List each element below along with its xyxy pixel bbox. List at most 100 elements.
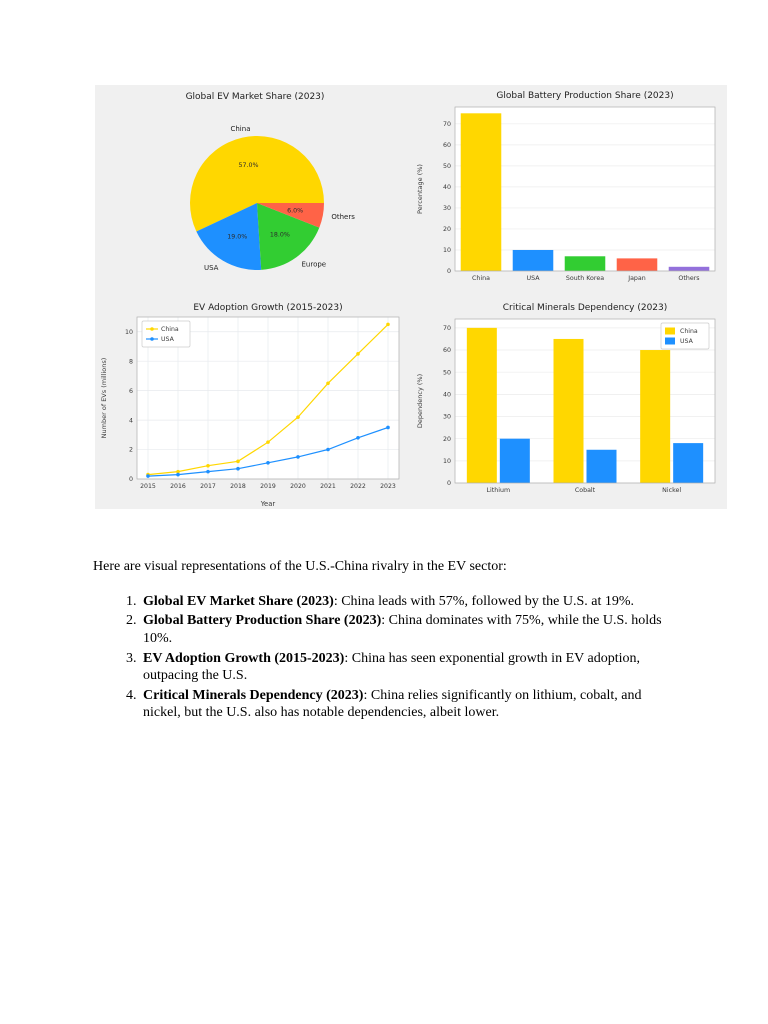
bar-Cobalt-China	[553, 338, 584, 483]
list-item-text: : China relies significantly on lithium,…	[143, 687, 642, 721]
data-point-China	[386, 322, 390, 327]
data-point-China	[236, 459, 240, 464]
chart-text: 2015	[140, 483, 156, 490]
chart-text: 8	[129, 358, 133, 365]
chart-text: Nickel	[662, 487, 681, 494]
chart-text: 2016	[170, 483, 186, 490]
chart-text: China	[472, 275, 490, 282]
chart-text: 57.0%	[239, 162, 259, 169]
chart-text: 70	[443, 121, 451, 128]
chart-text: China	[230, 125, 250, 133]
data-point-USA	[326, 447, 330, 452]
list-item-adoption-growth: EV Adoption Growth (2015-2023): China ha…	[140, 650, 677, 685]
chart-text: 4	[129, 417, 133, 424]
chart-text: 10	[443, 458, 451, 465]
chart-text: 60	[443, 142, 451, 149]
chart-text: 6	[129, 388, 133, 395]
chart-text: 70	[443, 325, 451, 332]
chart-text: 2023	[380, 483, 396, 490]
pie-slice-Europe	[257, 203, 320, 270]
charts-figure: Global EV Market Share (2023) 57.0% China 1…	[95, 85, 727, 509]
list-item-battery-production: Global Battery Production Share (2023): …	[140, 612, 677, 647]
grouped-bar-chart-svg: 0 10 20 30 40 50 60 70 Lithium Cobalt Nickel Critic…	[416, 303, 716, 494]
line-chart-ev-adoption-growth: 0 2 4 6 8 10 2015 2016 2017 2018 2019 2020 2021 2022 2…	[95, 297, 411, 509]
chart-text: 18.0%	[270, 231, 290, 238]
legend	[141, 320, 191, 348]
list-item-title: Global Battery Production Share (2023)	[143, 613, 382, 629]
list-item-title: Global EV Market Share (2023)	[143, 593, 334, 609]
chart-text: USA	[161, 336, 175, 343]
chart-text: China	[680, 328, 698, 335]
chart-text: 30	[443, 414, 451, 421]
bar-chart-svg: 0 10 20 30 40 50 60 70 China USA South Korea Japan O…	[416, 91, 716, 282]
chart-text: USA	[680, 338, 694, 345]
list-item-text: : China has seen exponential growth in E…	[143, 650, 640, 684]
axes-frame	[136, 316, 400, 480]
legend-marker	[150, 327, 154, 331]
chart-text: 0	[447, 268, 451, 275]
chart-text: 19.0%	[227, 233, 247, 240]
pie-slice-USA	[196, 203, 262, 271]
data-point-China	[176, 469, 180, 474]
grouped-bar-chart-critical-minerals: 0 10 20 30 40 50 60 70 Lithium Cobalt Nickel Critic…	[411, 297, 727, 509]
chart-text: 0	[129, 476, 133, 483]
legend-marker	[150, 337, 154, 341]
list-item-minerals-dependency: Critical Minerals Dependency (2023): Chi…	[140, 687, 677, 722]
chart-text: 40	[443, 392, 451, 399]
bar-South Korea	[564, 256, 606, 271]
chart-text: 50	[443, 369, 451, 376]
chart-text: USA	[526, 275, 540, 282]
data-point-USA	[266, 461, 270, 465]
bar-Others	[668, 266, 710, 271]
chart-text: Others	[678, 275, 699, 282]
bar-chart-battery-production: 0 10 20 30 40 50 60 70 China USA South Korea Japan O…	[411, 85, 727, 297]
list-item-text: : China leads with 57%, followed by the …	[333, 593, 634, 609]
chart-text: South Korea	[566, 275, 604, 282]
chart-text: 10	[125, 329, 133, 336]
list-item-text: : China dominates with 75%, while the U.…	[143, 613, 662, 646]
chart-title: Critical Minerals Dependency (2023)	[503, 303, 668, 313]
chart-text: Year	[260, 500, 276, 508]
chart-text: 2018	[230, 483, 246, 490]
chart-text: 40	[443, 184, 451, 191]
chart-text: Europe	[302, 260, 327, 268]
pie-slice-Others	[257, 203, 324, 228]
bar-Lithium-China	[466, 327, 497, 483]
chart-text: 10	[443, 247, 451, 254]
chart-text: Number of EVs (millions)	[100, 358, 108, 439]
data-point-China	[296, 415, 300, 419]
chart-text: USA	[204, 264, 219, 272]
pie-slice-China	[190, 135, 324, 232]
list-item-title: Critical Minerals Dependency (2023)	[143, 687, 364, 703]
chart-text: 6.0%	[287, 207, 303, 214]
chart-text: Dependency (%)	[416, 374, 424, 428]
chart-text: China	[161, 326, 179, 333]
chart-text: 20	[443, 226, 451, 233]
bar-Lithium-USA	[499, 438, 530, 483]
chart-text: 0	[447, 480, 451, 487]
legend-swatch	[665, 337, 675, 345]
bar-Nickel-China	[640, 350, 671, 483]
pie-chart-ev-market-share: Global EV Market Share (2023) 57.0% China 1…	[95, 85, 411, 297]
bar-China	[460, 113, 502, 271]
data-point-China	[326, 381, 330, 386]
chart-title: Global EV Market Share (2023)	[186, 92, 325, 102]
chart-text: 60	[443, 347, 451, 354]
chart-text: 2	[129, 447, 133, 454]
data-point-USA	[296, 455, 300, 459]
chart-text: 2020	[290, 483, 306, 490]
data-point-USA	[146, 474, 150, 478]
data-point-China	[266, 440, 270, 444]
pie-chart-svg: Global EV Market Share (2023) 57.0% China 1…	[186, 92, 356, 272]
bar-Cobalt-USA	[586, 449, 617, 483]
intro-paragraph: Here are visual representations of the U…	[93, 559, 507, 574]
chart-text: 2017	[200, 483, 216, 490]
chart-text: 30	[443, 205, 451, 212]
chart-text: Percentage (%)	[416, 164, 424, 214]
chart-title: EV Adoption Growth (2015-2023)	[193, 303, 342, 313]
data-point-USA	[236, 466, 240, 471]
data-point-China	[206, 463, 210, 468]
data-point-USA	[386, 425, 390, 430]
chart-text: Japan	[627, 275, 646, 282]
axes-frame	[454, 318, 716, 484]
